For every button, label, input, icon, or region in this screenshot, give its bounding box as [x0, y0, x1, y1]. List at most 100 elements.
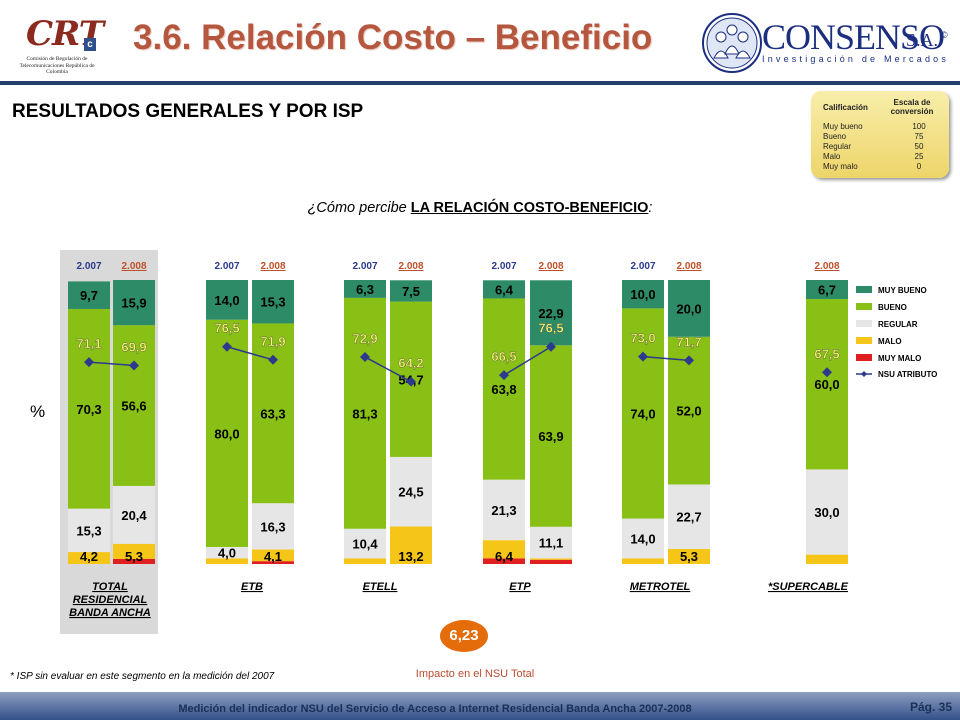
bar-segment-muy-bueno	[113, 280, 155, 326]
year-label: 2.008	[260, 261, 285, 272]
data-label: 9,7	[80, 288, 98, 303]
consenso-logo	[702, 8, 960, 80]
bar-segment-muy-bueno	[68, 281, 110, 309]
bar-segment-malo	[252, 549, 294, 562]
data-label: 13,2	[398, 549, 423, 564]
bar-segment-muy-bueno	[668, 280, 710, 337]
legend-label: NSU ATRIBUTO	[878, 370, 937, 379]
year-label: 2.008	[538, 261, 563, 272]
bar-segment-regular	[390, 456, 432, 527]
nsu-marker	[822, 367, 832, 378]
bar-segment-bueno	[806, 299, 848, 470]
data-label: 70,3	[76, 402, 101, 417]
bar-segment-muy-bueno	[806, 280, 848, 300]
footer-bar	[0, 692, 960, 720]
legend-nsu-marker	[861, 371, 867, 377]
bar-segment-bueno	[622, 308, 664, 519]
impact-value: 6,23	[440, 620, 488, 652]
data-label: 15,9	[121, 296, 146, 311]
year-label: 2.007	[214, 261, 239, 272]
bar-segment-malo	[206, 558, 248, 564]
year-label: 2.008	[676, 261, 701, 272]
data-label: 30,0	[814, 505, 839, 520]
data-label: 6,3	[356, 282, 374, 297]
bar-segment-bueno	[344, 297, 386, 529]
data-label: 74,0	[630, 406, 655, 421]
data-label: 15,3	[76, 523, 101, 538]
bar-segment-muy-malo	[113, 558, 155, 564]
scale-header-conversion: Escala de conversión	[890, 98, 934, 116]
nsu-label: 71,7	[676, 334, 701, 349]
bar-segment-muy-bueno	[252, 280, 294, 324]
bar-segment-malo	[483, 540, 525, 559]
group-label: METROTEL	[630, 581, 691, 593]
section-subtitle: RESULTADOS GENERALES Y POR ISP	[12, 101, 364, 122]
legend-swatch-regular	[856, 320, 872, 327]
bar-segment-muy-malo	[483, 558, 525, 564]
footer-text: Medición del indicador NSU del Servicio …	[178, 703, 692, 715]
data-label: 14,0	[630, 531, 655, 546]
year-label: 2.007	[352, 261, 377, 272]
data-label: 22,7	[676, 510, 701, 525]
scale-row: Malo 25	[823, 152, 924, 161]
nsu-label: 66,5	[491, 349, 516, 364]
data-label: 63,9	[538, 429, 563, 444]
bar-segment-regular	[483, 479, 525, 541]
data-label: 20,4	[121, 508, 147, 523]
bar-segment-regular	[668, 484, 710, 549]
nsu-label: 73,0	[630, 331, 655, 346]
footnote: * ISP sin evaluar en este segmento en la…	[10, 671, 275, 682]
data-label: 10,0	[630, 287, 655, 302]
scale-row: Bueno 75	[823, 132, 924, 141]
impact-label: Impacto en el NSU Total	[415, 668, 535, 680]
legend-swatch-muy-malo	[856, 354, 872, 361]
data-label: 16,3	[260, 519, 285, 534]
nsu-marker	[406, 376, 416, 387]
nsu-marker	[84, 357, 94, 368]
nsu-marker	[546, 341, 556, 352]
nsu-line	[226, 346, 274, 361]
bar-segment-bueno	[113, 325, 155, 486]
bar-segment-muy-bueno	[530, 280, 572, 346]
data-label: 22,9	[538, 306, 563, 321]
bar-segment-muy-bueno	[390, 280, 432, 302]
data-label: 60,0	[814, 377, 839, 392]
legend-label: MUY BUENO	[878, 286, 927, 295]
legend-label: MUY MALO	[878, 354, 921, 363]
bar-segment-muy-bueno	[206, 280, 248, 320]
year-label: 2.008	[121, 261, 146, 272]
group-label: RESIDENCIAL	[73, 594, 148, 606]
data-label: 20,0	[676, 301, 701, 316]
year-label: 2.007	[76, 261, 101, 272]
data-label: 63,8	[491, 382, 516, 397]
data-label: 11,1	[539, 536, 564, 551]
survey-question: ¿Cómo percibe LA RELACIÓN COSTO-BENEFICI…	[307, 200, 653, 216]
nsu-label: 64,2	[398, 356, 423, 371]
crt-logo-mark: c	[84, 38, 96, 51]
data-label: 10,4	[352, 537, 378, 552]
nsu-label: 76,5	[214, 321, 239, 336]
nsu-line	[88, 361, 135, 367]
bar-segment-regular	[68, 508, 110, 553]
bar-segment-bueno	[68, 308, 110, 509]
nsu-label: 69,9	[121, 339, 146, 354]
year-label: 2.008	[398, 261, 423, 272]
data-label: 4,2	[80, 549, 98, 564]
bar-segment-regular	[806, 469, 848, 555]
nsu-line	[642, 355, 690, 362]
data-label: 21,3	[491, 503, 516, 518]
nsu-marker	[499, 370, 509, 381]
bar-segment-regular	[206, 546, 248, 559]
group-label: TOTAL	[92, 581, 128, 593]
bar-segment-malo	[530, 558, 572, 560]
bar-segment-regular	[622, 518, 664, 559]
page-number: Pág. 35	[910, 700, 953, 714]
bar-segment-muy-bueno	[483, 280, 525, 299]
stacked-bar-chart: 2.007 4,2 15,3 70,3 9,7 71,1 2.008 5,3 20,4 56,6 1…	[60, 250, 937, 634]
bar-segment-malo	[344, 558, 386, 564]
nsu-line	[503, 346, 552, 376]
consenso-tagline: Investigación de Mercados	[762, 54, 950, 64]
bar-segment-bueno	[530, 345, 572, 527]
legend-swatch-malo	[856, 337, 872, 344]
bar-segment-muy-malo	[252, 561, 294, 564]
